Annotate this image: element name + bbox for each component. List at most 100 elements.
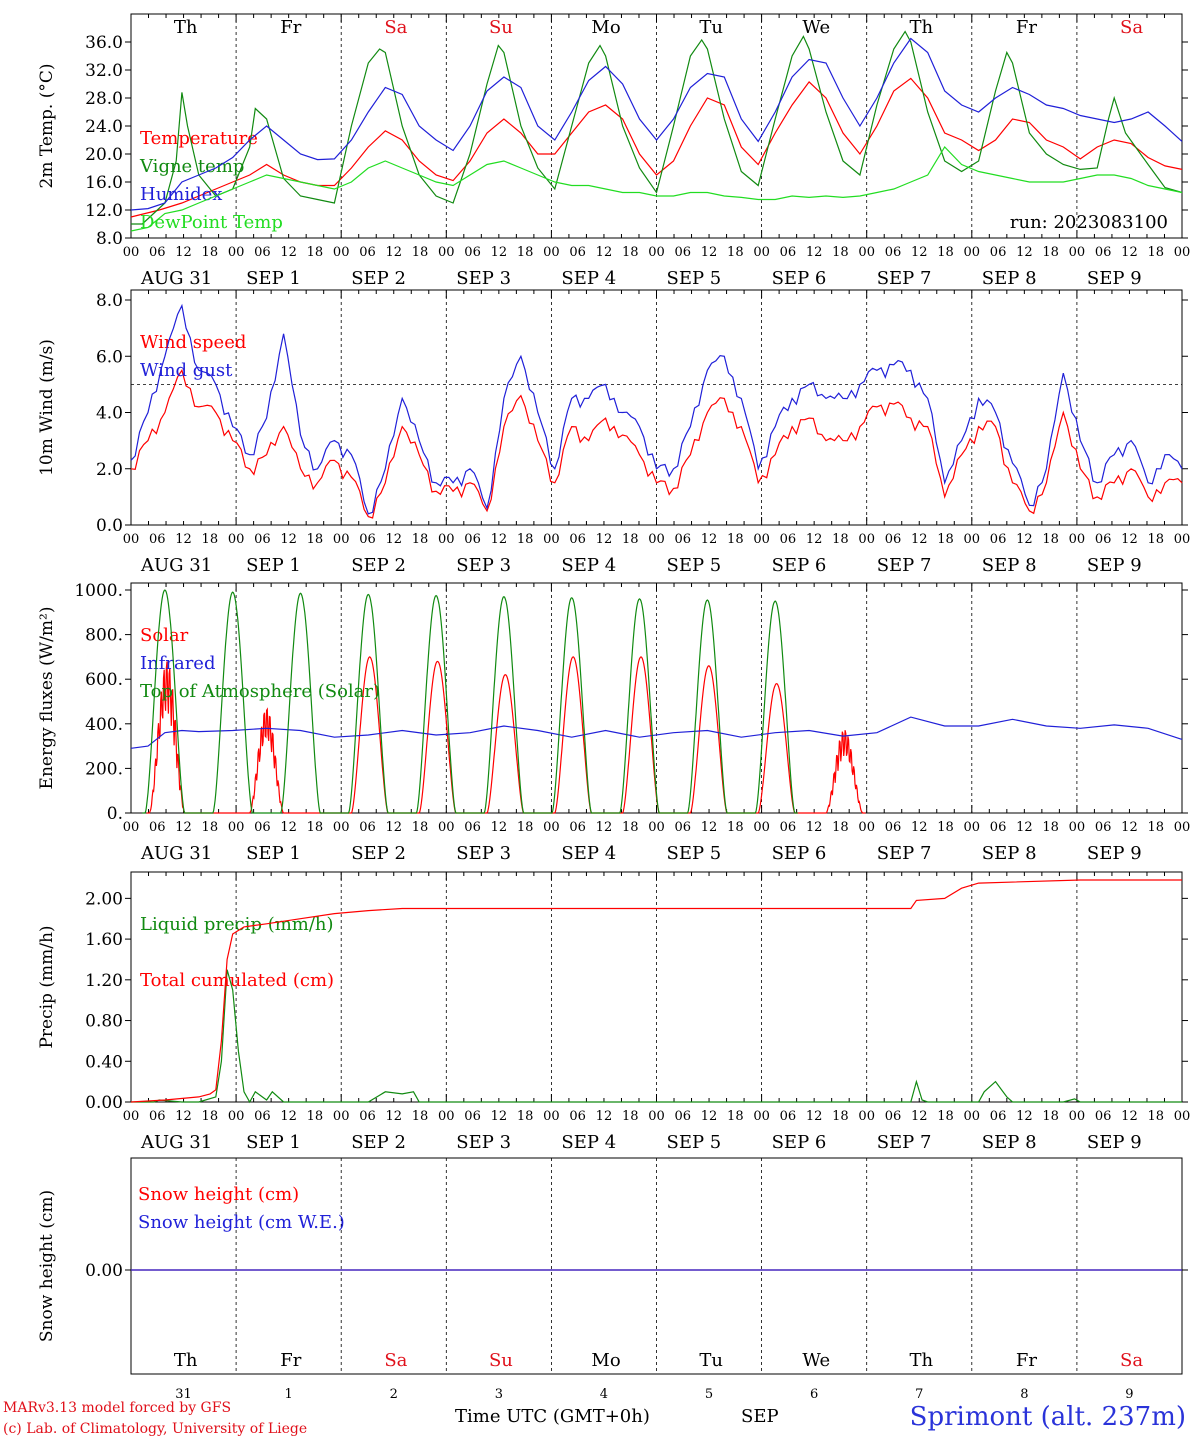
hour-tick-label: 06 [569, 820, 586, 835]
hour-tick-label: 00 [753, 245, 770, 260]
hour-tick-label: 06 [464, 245, 481, 260]
date-label: AUG 31 [140, 555, 212, 576]
y-tick-label: 4.0 [96, 404, 123, 424]
panel-frame-0 [130, 13, 1183, 239]
hour-tick-label: 12 [911, 820, 928, 835]
hour-tick-label: 12 [1016, 532, 1033, 547]
hour-tick-label: 12 [1121, 245, 1138, 260]
series-line-liquid-precip-mm-h- [131, 969, 1182, 1104]
hour-tick-label: 06 [780, 820, 797, 835]
legend-entry: Solar [140, 625, 189, 646]
y-tick-label: 0.80 [85, 1012, 123, 1032]
hour-tick-label: 18 [1147, 245, 1164, 260]
hour-tick-label: 00 [1069, 245, 1086, 260]
hour-tick-label: 06 [254, 820, 271, 835]
legend-entry: Top of Atmosphere (Solar) [140, 681, 380, 702]
y-tick-label: 2.0 [96, 460, 123, 480]
hour-tick-label: 12 [1121, 1109, 1138, 1124]
hour-tick-label: 06 [885, 532, 902, 547]
y-tick-label: 6.0 [96, 347, 123, 367]
hour-tick-label: 06 [990, 245, 1007, 260]
hour-tick-label: 12 [280, 532, 297, 547]
y-tick-label: 24.0 [85, 117, 123, 137]
weekday-label: Th [910, 1350, 934, 1371]
hour-tick-label: 00 [228, 245, 245, 260]
hour-tick-label: 00 [438, 1109, 455, 1124]
hour-tick-label: 06 [464, 1109, 481, 1124]
date-label: SEP 8 [982, 1132, 1037, 1153]
y-tick-label: 600. [85, 670, 123, 690]
y-tick-label: 800. [85, 626, 123, 646]
y-tick-label: 1.20 [85, 971, 123, 991]
hour-tick-label: 18 [412, 1109, 429, 1124]
hour-tick-label: 12 [596, 245, 613, 260]
hour-tick-label: 06 [1095, 820, 1112, 835]
hour-tick-label: 12 [806, 532, 823, 547]
hour-tick-label: 12 [911, 245, 928, 260]
weekday-label: Su [489, 17, 513, 38]
hour-tick-label: 18 [727, 532, 744, 547]
hour-tick-label: 00 [1174, 1109, 1191, 1124]
y-tick-label: 0.40 [85, 1052, 123, 1072]
hour-tick-label: 00 [228, 820, 245, 835]
y-tick-label: 32.0 [85, 61, 123, 81]
hour-tick-label: 06 [780, 245, 797, 260]
hour-tick-label: 12 [1016, 820, 1033, 835]
legend-entry: Liquid precip (mm/h) [140, 914, 334, 935]
hour-tick-label: 18 [622, 532, 639, 547]
date-label: SEP 6 [772, 555, 827, 576]
hour-tick-label: 00 [123, 1109, 140, 1124]
weekday-label: Th [174, 1350, 198, 1371]
hour-tick-label: 00 [964, 820, 981, 835]
hour-tick-label: 18 [832, 532, 849, 547]
date-label: SEP 3 [456, 555, 511, 576]
y-tick-label: 0. [107, 804, 123, 824]
hour-tick-label: 06 [569, 1109, 586, 1124]
y-axis-label: Snow height (cm) [37, 1190, 57, 1342]
hour-tick-label: 00 [333, 245, 350, 260]
hour-tick-label: 00 [438, 532, 455, 547]
legend-entry: Wind gust [140, 360, 233, 381]
hour-tick-label: 18 [622, 820, 639, 835]
hour-tick-label: 00 [858, 245, 875, 260]
hour-tick-label: 12 [806, 245, 823, 260]
hour-tick-label: 18 [202, 820, 219, 835]
series-line-top-of-atmosphere-solar- [142, 589, 798, 814]
weekday-label: Sa [1120, 17, 1143, 38]
date-label: SEP 5 [667, 843, 722, 864]
y-tick-label: 200. [85, 759, 123, 779]
hour-tick-label: 18 [517, 1109, 534, 1124]
hour-tick-label: 18 [1042, 245, 1059, 260]
hour-tick-label: 06 [675, 820, 692, 835]
hour-tick-label: 18 [202, 532, 219, 547]
month-label: SEP [741, 1406, 779, 1427]
hour-tick-label: 00 [1069, 820, 1086, 835]
y-tick-label: 2.00 [85, 889, 123, 909]
hour-tick-label: 06 [359, 245, 376, 260]
hour-tick-label: 12 [911, 532, 928, 547]
hour-tick-label: 18 [412, 820, 429, 835]
legend-entry: Vigne temp [139, 156, 244, 177]
legend-entry: Humidex [140, 184, 222, 205]
hour-tick-label: 00 [964, 532, 981, 547]
date-label: SEP 2 [351, 555, 406, 576]
y-tick-label: 16.0 [85, 173, 123, 193]
date-label: SEP 9 [1087, 1132, 1142, 1153]
hour-tick-label: 18 [1147, 1109, 1164, 1124]
hour-tick-label: 00 [333, 1109, 350, 1124]
hour-tick-label: 06 [990, 820, 1007, 835]
hour-tick-label: 18 [1147, 820, 1164, 835]
hour-tick-label: 18 [727, 245, 744, 260]
date-label: AUG 31 [140, 268, 212, 289]
hour-tick-label: 00 [964, 245, 981, 260]
hour-tick-label: 18 [307, 532, 324, 547]
hour-tick-label: 06 [149, 820, 166, 835]
hour-tick-label: 12 [491, 820, 508, 835]
hour-tick-label: 18 [517, 532, 534, 547]
hour-tick-label: 12 [1121, 532, 1138, 547]
y-tick-label: 1.60 [85, 930, 123, 950]
series-line-dewpoint-temp [130, 146, 1183, 232]
hour-tick-label: 06 [569, 532, 586, 547]
hour-tick-label: 06 [254, 532, 271, 547]
run-label: run: 2023083100 [1010, 212, 1168, 233]
